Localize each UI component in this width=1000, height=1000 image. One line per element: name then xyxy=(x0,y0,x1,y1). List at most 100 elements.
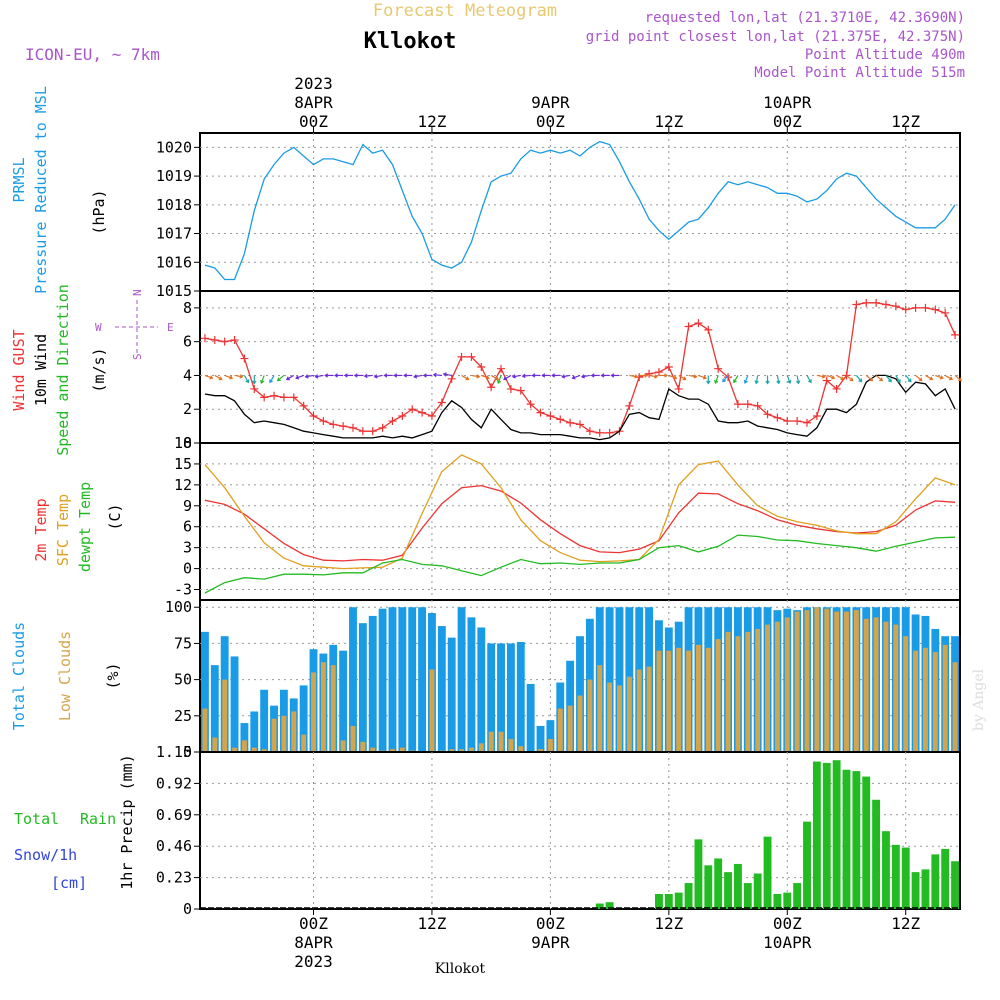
gust-marker xyxy=(911,303,920,312)
low-cloud-bar xyxy=(547,738,553,752)
wind-arrow-shaft xyxy=(733,375,739,383)
point-altitude: Point Altitude 490m xyxy=(805,47,965,63)
wind-arrow xyxy=(722,375,729,383)
low-cloud-bar xyxy=(518,746,524,752)
gust-marker xyxy=(487,383,496,392)
low-cloud-bar xyxy=(686,650,692,752)
gust-marker xyxy=(339,422,348,431)
low-cloud-bar xyxy=(261,749,267,752)
rain-bar xyxy=(901,847,910,909)
wind-arrow xyxy=(343,373,353,378)
rain-bar xyxy=(921,869,930,909)
top-time-label: 2023 xyxy=(294,74,333,93)
snow-label: Snow/1h xyxy=(14,846,77,864)
wind-arrow xyxy=(481,374,490,380)
wind-arrow-shaft xyxy=(204,374,213,379)
gust-marker xyxy=(793,417,802,426)
wind-arrow xyxy=(403,373,413,378)
ytick-label: 6 xyxy=(183,333,192,351)
wind-arrow xyxy=(714,375,719,384)
bottom-time-label: 00Z xyxy=(536,914,565,933)
total-cloud-bar xyxy=(240,723,249,752)
wind-arrow-head xyxy=(673,375,678,380)
wind-arrow xyxy=(471,374,481,379)
precip-label: 1hr Precip (mm) xyxy=(118,754,136,889)
wind-arrow-shaft xyxy=(490,374,499,380)
wind-arrow-head xyxy=(787,379,792,384)
low-cloud-bar xyxy=(705,647,711,752)
gust-marker xyxy=(418,408,427,417)
gust-marker xyxy=(467,352,476,361)
wind-arrow-head xyxy=(879,377,884,382)
rain-bar xyxy=(872,799,881,909)
wind-arrow-shaft xyxy=(260,375,265,384)
low-cloud-bar xyxy=(636,669,642,752)
wind-arrow-shaft xyxy=(806,375,812,383)
low-cloud-bar xyxy=(696,644,701,752)
top-time-label: 9APR xyxy=(531,93,570,112)
gust-marker xyxy=(230,335,239,344)
wind-arrow-head xyxy=(858,378,863,383)
wind-arrow xyxy=(658,373,669,378)
wind-arrow-shaft xyxy=(944,374,953,380)
wind-arrow-head xyxy=(551,373,556,378)
low-cloud-bar xyxy=(360,741,366,752)
wind-arrow-head xyxy=(590,373,595,378)
wind-arrow xyxy=(503,374,512,381)
wind-arrow-head xyxy=(269,379,273,384)
low-cloud-bar xyxy=(488,731,494,752)
wind-arrow xyxy=(954,374,963,382)
wind-arrow xyxy=(895,375,901,384)
ytick-label: 9 xyxy=(183,497,192,515)
wind-arrow-head xyxy=(209,375,214,380)
wind-10m-label: 10m Wind xyxy=(32,334,50,406)
wind-arrow-head xyxy=(918,377,923,382)
wind-arrow-head xyxy=(465,376,470,381)
wind-arrow-shaft xyxy=(895,375,901,383)
wind-arrow-shaft xyxy=(224,374,233,379)
low-cloud-bar xyxy=(745,631,751,752)
wind-arrow xyxy=(521,373,531,379)
wind-arrow-shaft xyxy=(461,374,469,380)
ytick-label: 12 xyxy=(174,476,192,494)
wind-arrow-head xyxy=(754,380,759,385)
panel-1: 1015 1016 1017 1018 1019 1020 PRMSL Pressure Re… xyxy=(10,86,961,300)
rain-bar xyxy=(822,762,831,909)
low-cloud-bar xyxy=(844,611,849,752)
wind-arrow-head xyxy=(706,380,711,385)
gust-marker xyxy=(822,376,831,385)
wind-arrow xyxy=(648,374,659,379)
wind-arrow xyxy=(816,374,826,379)
clouds-unit: (%) xyxy=(104,662,122,689)
wind-arrow-head xyxy=(869,377,874,382)
wind-arrow xyxy=(413,374,423,379)
wind-arrow-head xyxy=(580,374,585,379)
total-cloud-bar xyxy=(358,623,367,752)
wind-arrow-shaft xyxy=(414,374,423,378)
gust-marker xyxy=(704,325,713,334)
wind-arrow-head xyxy=(314,374,319,379)
wind-arrow-shaft xyxy=(433,374,442,377)
wind-arrow-shaft xyxy=(826,374,835,379)
panels: 1015 1016 1017 1018 1019 1020 PRMSL Pressure Re… xyxy=(10,74,963,971)
rain-bar xyxy=(605,902,614,909)
low-cloud-bar xyxy=(774,621,780,752)
gust-marker xyxy=(309,411,318,420)
total-cloud-bar xyxy=(437,626,446,752)
low-cloud-bar xyxy=(735,636,741,752)
low-cloud-bar xyxy=(794,611,800,752)
wind-arrow-head xyxy=(353,373,358,378)
wind-arrow-head xyxy=(503,376,508,381)
wind-arrow-head xyxy=(383,373,388,378)
wind-arrow xyxy=(334,373,344,378)
low-cloud-bar xyxy=(212,737,218,752)
wind-arrow-shaft xyxy=(374,374,383,378)
wind-arrow xyxy=(214,374,223,381)
wind-arrow xyxy=(806,375,812,384)
ytick-label: 100 xyxy=(165,598,192,616)
low-clouds-label: Low Clouds xyxy=(56,631,74,721)
wind-arrow xyxy=(461,374,470,381)
wind-arrow-head xyxy=(939,375,944,380)
wind-arrow xyxy=(224,374,234,380)
